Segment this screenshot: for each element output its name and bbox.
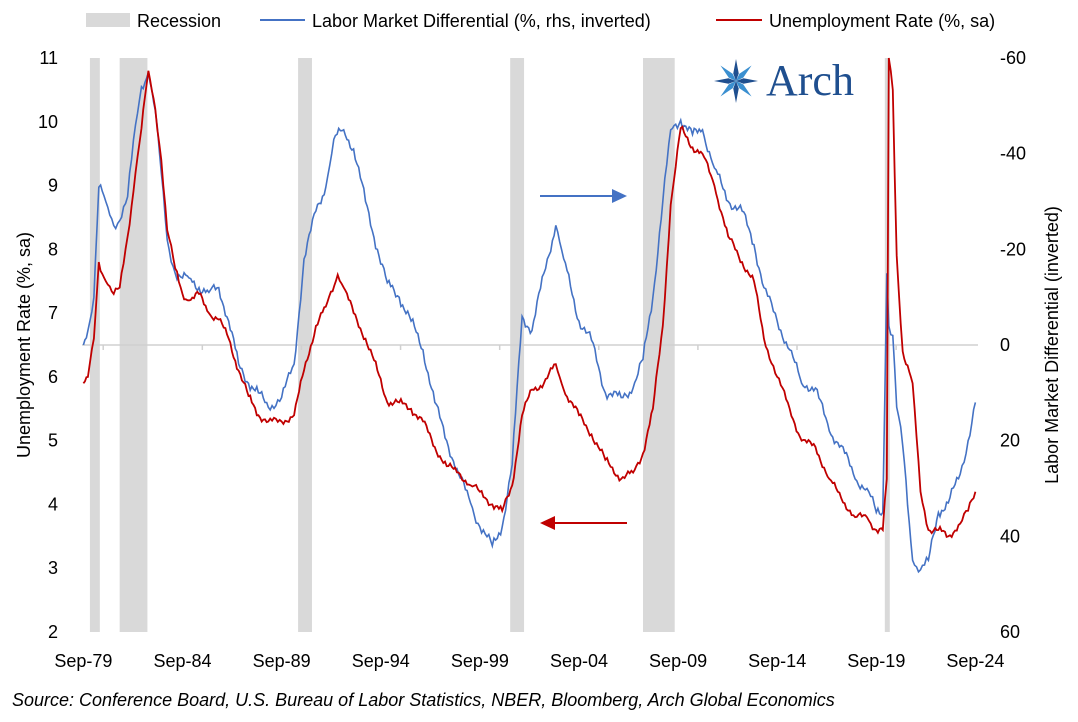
left-axis-tick-labels: 2 3 4 5 6 7 8 9 10 11 xyxy=(38,48,58,642)
star-ray xyxy=(733,81,739,103)
right-axis-tick-labels: -60 -40 -20 0 20 40 60 xyxy=(1000,48,1026,642)
x-tick-label: Sep-94 xyxy=(352,651,410,671)
x-tick-label: Sep-99 xyxy=(451,651,509,671)
arch-logo: Arch xyxy=(714,56,854,105)
left-tick-label: 11 xyxy=(39,48,58,68)
star-ray xyxy=(720,65,736,81)
series-line-labor-market-differential xyxy=(82,72,977,574)
right-tick-label: -20 xyxy=(1000,239,1026,259)
legend-label-labor-market-differential: Labor Market Differential (%, rhs, inver… xyxy=(312,11,651,31)
arrow-right-icon xyxy=(540,189,627,203)
star-ray xyxy=(720,81,736,97)
left-tick-label: 3 xyxy=(48,558,58,578)
star-ray xyxy=(736,78,758,84)
x-tick-label: Sep-84 xyxy=(153,651,211,671)
right-tick-label: 60 xyxy=(1000,622,1020,642)
series-line-unemployment-rate xyxy=(82,57,977,539)
arch-star-icon xyxy=(714,59,758,103)
arrow-left-icon xyxy=(540,516,627,530)
left-axis-title: Unemployment Rate (%, sa) xyxy=(14,232,34,458)
right-tick-label: 40 xyxy=(1000,526,1020,546)
star-ray xyxy=(733,59,739,81)
x-tick-label: Sep-09 xyxy=(649,651,707,671)
star-ray xyxy=(714,78,736,84)
x-axis-minor-ticks xyxy=(102,345,897,350)
x-tick-label: Sep-14 xyxy=(748,651,806,671)
left-tick-label: 9 xyxy=(48,176,58,196)
x-axis-tick-labels: Sep-79 Sep-84 Sep-89 Sep-94 Sep-99 Sep-04 Sep-… xyxy=(54,651,1004,671)
legend-label-recession: Recession xyxy=(137,11,221,31)
left-tick-label: 10 xyxy=(38,112,58,132)
right-axis-title: Labor Market Differential (inverted) xyxy=(1042,206,1062,484)
right-tick-label: -60 xyxy=(1000,48,1026,68)
legend-swatch-recession xyxy=(86,13,130,27)
left-tick-label: 6 xyxy=(48,367,58,387)
right-tick-label: 20 xyxy=(1000,431,1020,451)
x-tick-label: Sep-04 xyxy=(550,651,608,671)
star-ray xyxy=(736,65,752,81)
x-tick-label: Sep-19 xyxy=(847,651,905,671)
x-tick-label: Sep-24 xyxy=(946,651,1004,671)
left-tick-label: 5 xyxy=(48,431,58,451)
left-tick-label: 4 xyxy=(48,494,58,514)
x-tick-label: Sep-79 xyxy=(54,651,112,671)
left-tick-label: 7 xyxy=(48,303,58,323)
right-tick-label: -40 xyxy=(1000,144,1026,164)
legend-label-unemployment-rate: Unemployment Rate (%, sa) xyxy=(769,11,995,31)
left-tick-label: 2 xyxy=(48,622,58,642)
x-tick-label: Sep-89 xyxy=(253,651,311,671)
arch-logo-text: Arch xyxy=(766,56,854,105)
source-note: Source: Conference Board, U.S. Bureau of… xyxy=(12,690,835,710)
legend: Recession Labor Market Differential (%, … xyxy=(86,11,995,31)
star-ray xyxy=(736,81,752,97)
left-tick-label: 8 xyxy=(48,239,58,259)
right-tick-label: 0 xyxy=(1000,335,1010,355)
